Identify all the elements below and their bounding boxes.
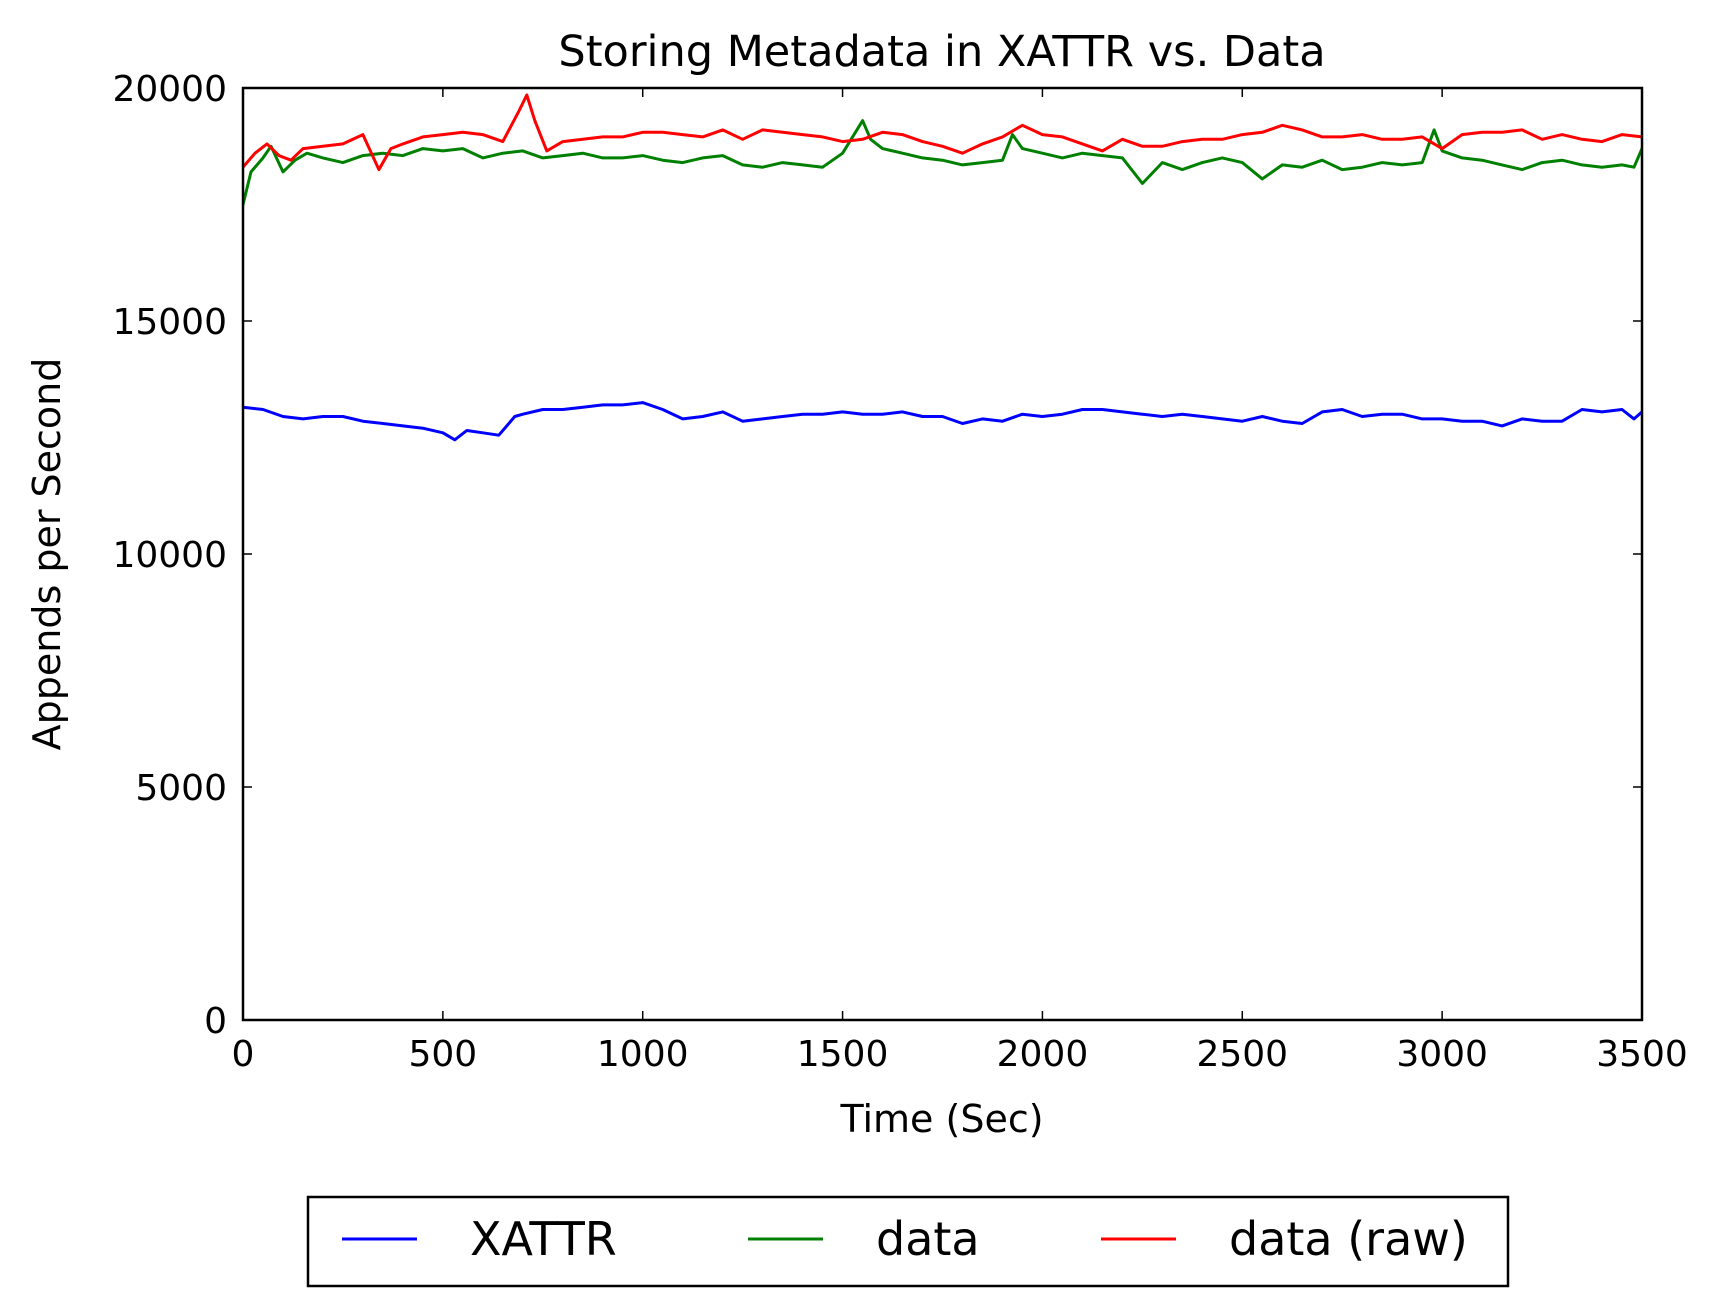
- x-tick-label: 3000: [1396, 1034, 1488, 1075]
- x-axis-label: Time (Sec): [839, 1097, 1043, 1141]
- y-tick-label: 15000: [112, 302, 227, 343]
- legend-label-xattr: XATTR: [470, 1212, 617, 1266]
- legend-label-data: data: [876, 1212, 980, 1266]
- x-tick-label: 2000: [997, 1034, 1089, 1075]
- x-tick-label: 1500: [797, 1034, 889, 1075]
- legend: XATTR data data (raw): [308, 1197, 1508, 1286]
- y-tick-label: 10000: [112, 535, 227, 576]
- x-tick-label: 0: [232, 1034, 255, 1075]
- x-tick-label: 2500: [1196, 1034, 1288, 1075]
- y-tick-label: 20000: [112, 69, 227, 110]
- legend-label-data-raw: data (raw): [1229, 1212, 1468, 1266]
- x-tick-label: 3500: [1596, 1034, 1688, 1075]
- chart-title: Storing Metadata in XATTR vs. Data: [558, 27, 1325, 77]
- x-tick-label: 500: [408, 1034, 477, 1075]
- x-tick-label: 1000: [597, 1034, 689, 1075]
- y-tick-label: 0: [204, 1001, 227, 1042]
- plot-area: [243, 88, 1642, 1020]
- y-axis-label: Appends per Second: [25, 358, 69, 751]
- y-tick-label: 5000: [135, 768, 227, 809]
